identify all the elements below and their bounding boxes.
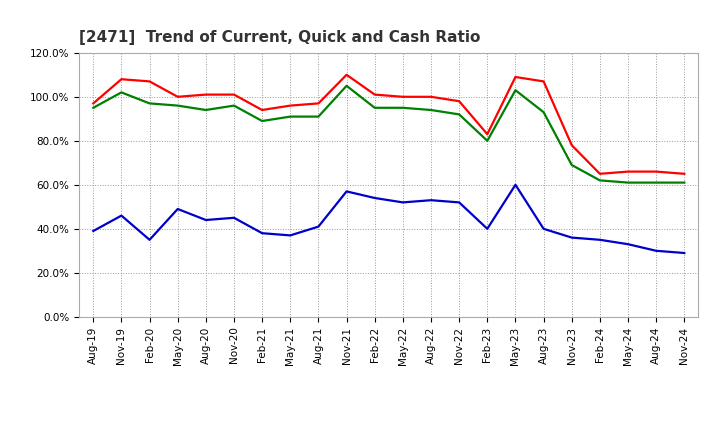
Quick Ratio — [539, 110, 548, 115]
Quick Ratio — [652, 180, 660, 185]
Cash Ratio — [680, 250, 688, 256]
Cash Ratio — [117, 213, 126, 218]
Current Ratio — [427, 94, 436, 99]
Current Ratio — [314, 101, 323, 106]
Current Ratio — [483, 132, 492, 137]
Quick Ratio — [230, 103, 238, 108]
Cash Ratio — [145, 237, 154, 242]
Cash Ratio — [202, 217, 210, 223]
Current Ratio — [145, 79, 154, 84]
Quick Ratio — [455, 112, 464, 117]
Quick Ratio — [286, 114, 294, 119]
Current Ratio — [511, 74, 520, 80]
Current Ratio — [624, 169, 632, 174]
Current Ratio — [455, 99, 464, 104]
Quick Ratio — [399, 105, 408, 110]
Quick Ratio — [258, 118, 266, 124]
Quick Ratio — [624, 180, 632, 185]
Quick Ratio — [145, 101, 154, 106]
Quick Ratio — [117, 90, 126, 95]
Current Ratio — [230, 92, 238, 97]
Current Ratio — [680, 171, 688, 176]
Line: Current Ratio: Current Ratio — [94, 75, 684, 174]
Current Ratio — [117, 77, 126, 82]
Quick Ratio — [342, 83, 351, 88]
Current Ratio — [595, 171, 604, 176]
Cash Ratio — [455, 200, 464, 205]
Cash Ratio — [595, 237, 604, 242]
Cash Ratio — [258, 231, 266, 236]
Line: Cash Ratio: Cash Ratio — [94, 185, 684, 253]
Current Ratio — [652, 169, 660, 174]
Current Ratio — [89, 101, 98, 106]
Cash Ratio — [174, 206, 182, 212]
Quick Ratio — [483, 138, 492, 143]
Quick Ratio — [680, 180, 688, 185]
Cash Ratio — [230, 215, 238, 220]
Current Ratio — [399, 94, 408, 99]
Cash Ratio — [567, 235, 576, 240]
Cash Ratio — [427, 198, 436, 203]
Current Ratio — [539, 79, 548, 84]
Cash Ratio — [399, 200, 408, 205]
Cash Ratio — [483, 226, 492, 231]
Cash Ratio — [314, 224, 323, 229]
Current Ratio — [202, 92, 210, 97]
Cash Ratio — [539, 226, 548, 231]
Quick Ratio — [595, 178, 604, 183]
Cash Ratio — [624, 242, 632, 247]
Quick Ratio — [427, 107, 436, 113]
Current Ratio — [370, 92, 379, 97]
Quick Ratio — [202, 107, 210, 113]
Current Ratio — [174, 94, 182, 99]
Cash Ratio — [342, 189, 351, 194]
Quick Ratio — [370, 105, 379, 110]
Quick Ratio — [89, 105, 98, 110]
Line: Quick Ratio: Quick Ratio — [94, 86, 684, 183]
Cash Ratio — [511, 182, 520, 187]
Quick Ratio — [567, 162, 576, 168]
Quick Ratio — [511, 88, 520, 93]
Text: [2471]  Trend of Current, Quick and Cash Ratio: [2471] Trend of Current, Quick and Cash … — [79, 29, 480, 45]
Current Ratio — [286, 103, 294, 108]
Cash Ratio — [652, 248, 660, 253]
Current Ratio — [567, 143, 576, 148]
Cash Ratio — [370, 195, 379, 201]
Current Ratio — [342, 72, 351, 77]
Cash Ratio — [286, 233, 294, 238]
Cash Ratio — [89, 228, 98, 234]
Quick Ratio — [314, 114, 323, 119]
Current Ratio — [258, 107, 266, 113]
Quick Ratio — [174, 103, 182, 108]
